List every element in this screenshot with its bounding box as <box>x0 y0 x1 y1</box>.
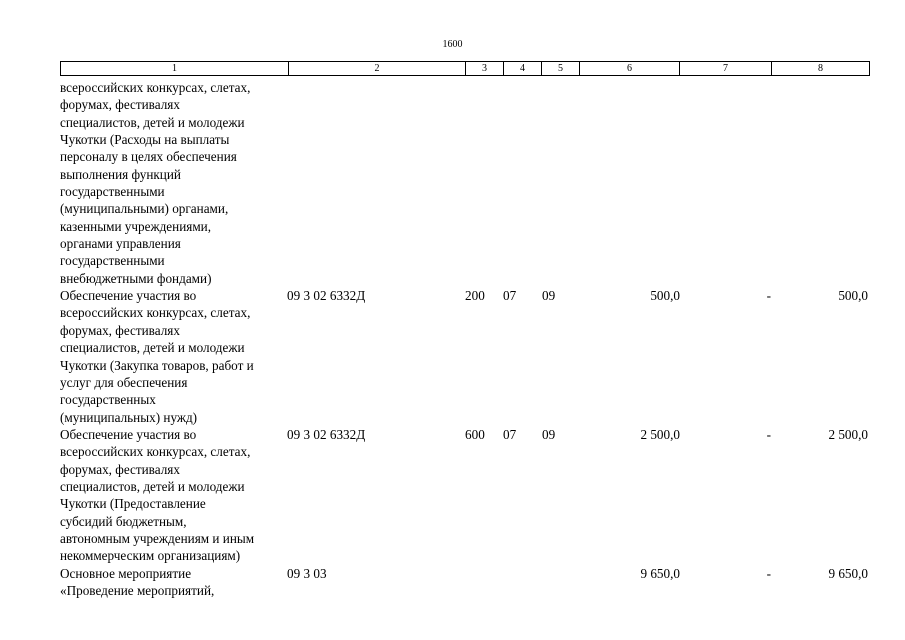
change-sum: - <box>766 288 771 304</box>
header-col-8: 8 <box>771 61 870 76</box>
header-col-1: 1 <box>60 61 289 76</box>
header-col-6: 6 <box>579 61 680 76</box>
expense-type: 600 <box>465 426 485 442</box>
approved-sum: 2 500,0 <box>640 426 680 442</box>
column-number-header: 1 2 3 4 5 6 7 8 <box>60 61 870 76</box>
row-description: всероссийских конкурсах, слетах, форумах… <box>60 80 251 286</box>
table-row: Основное мероприятие «Проведение меропри… <box>60 565 880 600</box>
header-col-2: 2 <box>288 61 466 76</box>
section-code: 07 <box>503 426 517 442</box>
expense-type: 200 <box>465 288 485 304</box>
header-col-5: 5 <box>541 61 580 76</box>
total-sum: 2 500,0 <box>828 426 868 442</box>
approved-sum: 9 650,0 <box>640 565 680 581</box>
budget-table-body: всероссийских конкурсах, слетах, форумах… <box>60 79 880 599</box>
header-col-7: 7 <box>679 61 772 76</box>
target-article-code: 09 3 02 6332Д <box>287 426 366 442</box>
page-number: 1600 <box>442 39 463 50</box>
row-description: Обеспечение участия во всероссийских кон… <box>60 426 255 564</box>
row-description: Обеспечение участия во всероссийских кон… <box>60 288 254 425</box>
table-row: Обеспечение участия во всероссийских кон… <box>60 426 880 565</box>
row-description: Основное мероприятие «Проведение меропри… <box>60 565 215 598</box>
header-col-3: 3 <box>465 61 504 76</box>
change-sum: - <box>766 426 771 442</box>
target-article-code: 09 3 03 <box>287 565 327 581</box>
section-code: 07 <box>503 288 517 304</box>
subsection-code: 09 <box>542 288 556 304</box>
table-row: Обеспечение участия во всероссийских кон… <box>60 287 880 426</box>
total-sum: 500,0 <box>838 288 868 304</box>
approved-sum: 500,0 <box>650 288 680 304</box>
table-row: всероссийских конкурсах, слетах, форумах… <box>60 79 880 287</box>
total-sum: 9 650,0 <box>828 565 868 581</box>
subsection-code: 09 <box>542 426 556 442</box>
header-col-4: 4 <box>503 61 542 76</box>
target-article-code: 09 3 02 6332Д <box>287 288 366 304</box>
change-sum: - <box>766 565 771 581</box>
